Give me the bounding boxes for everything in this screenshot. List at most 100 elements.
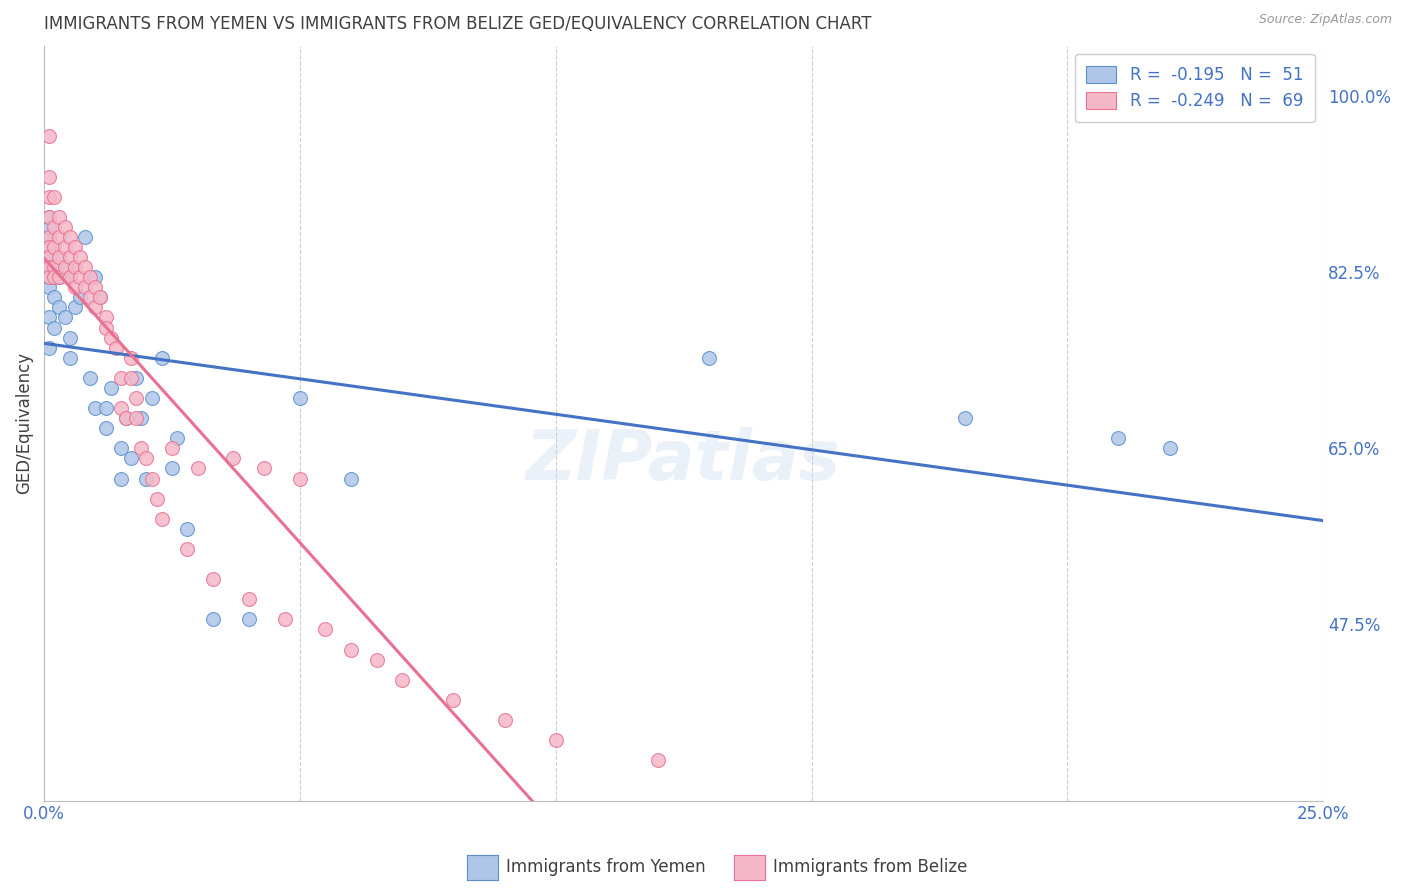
Point — [340, 471, 363, 485]
Point — [104, 341, 127, 355]
Point — [115, 411, 138, 425]
Point — [63, 240, 86, 254]
Point — [38, 260, 60, 274]
Point — [53, 310, 76, 325]
Point — [69, 270, 91, 285]
Point — [59, 250, 82, 264]
Point — [38, 129, 60, 144]
Point — [38, 260, 60, 274]
Point — [94, 320, 117, 334]
Point — [73, 230, 96, 244]
Point — [48, 250, 70, 264]
Point — [44, 260, 66, 274]
Point — [273, 612, 295, 626]
Point — [288, 391, 311, 405]
Point — [120, 371, 142, 385]
Point — [53, 260, 76, 274]
Point — [187, 461, 209, 475]
Point — [44, 189, 66, 203]
Point — [38, 250, 60, 264]
Point — [125, 411, 148, 425]
Point — [1159, 442, 1181, 456]
Point — [38, 219, 60, 234]
Point — [201, 612, 224, 626]
Point — [288, 471, 311, 485]
Point — [953, 411, 976, 425]
Point — [63, 301, 86, 315]
Point — [150, 512, 173, 526]
Text: IMMIGRANTS FROM YEMEN VS IMMIGRANTS FROM BELIZE GED/EQUIVALENCY CORRELATION CHAR: IMMIGRANTS FROM YEMEN VS IMMIGRANTS FROM… — [44, 15, 872, 33]
Point — [125, 391, 148, 405]
Point — [160, 442, 183, 456]
Point — [73, 280, 96, 294]
Point — [38, 250, 60, 264]
Point — [141, 391, 163, 405]
Point — [79, 270, 101, 285]
Point — [176, 522, 198, 536]
Point — [84, 280, 107, 294]
Text: ZIPatlas: ZIPatlas — [526, 427, 841, 494]
Point — [59, 270, 82, 285]
Point — [145, 491, 167, 506]
Point — [110, 442, 132, 456]
Point — [100, 381, 122, 395]
Point — [38, 270, 60, 285]
Point — [63, 280, 86, 294]
Point — [44, 270, 66, 285]
Point — [697, 351, 720, 365]
Point — [38, 230, 60, 244]
Point — [115, 411, 138, 425]
Point — [63, 260, 86, 274]
Point — [366, 653, 388, 667]
Point — [48, 270, 70, 285]
Point — [647, 753, 669, 767]
Point — [59, 330, 82, 344]
Point — [48, 210, 70, 224]
Point — [38, 310, 60, 325]
Text: Source: ZipAtlas.com: Source: ZipAtlas.com — [1258, 13, 1392, 27]
Point — [544, 733, 567, 747]
Point — [44, 290, 66, 304]
Point — [69, 250, 91, 264]
Point — [494, 713, 516, 727]
Point — [44, 219, 66, 234]
Point — [53, 260, 76, 274]
Point — [135, 451, 157, 466]
Point — [1108, 431, 1130, 445]
Point — [176, 541, 198, 556]
Point — [150, 351, 173, 365]
Point — [110, 401, 132, 415]
Point — [38, 240, 60, 254]
Point — [48, 230, 70, 244]
Text: Immigrants from Belize: Immigrants from Belize — [773, 858, 967, 876]
Point — [131, 411, 153, 425]
Point — [89, 290, 111, 304]
Text: Immigrants from Yemen: Immigrants from Yemen — [506, 858, 706, 876]
Y-axis label: GED/Equivalency: GED/Equivalency — [15, 352, 32, 494]
Point — [84, 301, 107, 315]
Point — [38, 189, 60, 203]
Point — [166, 431, 188, 445]
Point — [238, 592, 260, 607]
Point — [84, 270, 107, 285]
Point — [201, 572, 224, 586]
Point — [340, 642, 363, 657]
Point — [69, 290, 91, 304]
Point — [110, 471, 132, 485]
Point — [315, 623, 337, 637]
Point — [53, 240, 76, 254]
Point — [84, 401, 107, 415]
Point — [38, 341, 60, 355]
Point — [63, 260, 86, 274]
Point — [38, 240, 60, 254]
Point — [38, 210, 60, 224]
Point — [110, 371, 132, 385]
Point — [38, 230, 60, 244]
Point — [120, 451, 142, 466]
Point — [100, 330, 122, 344]
Point — [48, 301, 70, 315]
Point — [38, 169, 60, 184]
Point — [441, 693, 464, 707]
Point — [222, 451, 245, 466]
Point — [53, 219, 76, 234]
